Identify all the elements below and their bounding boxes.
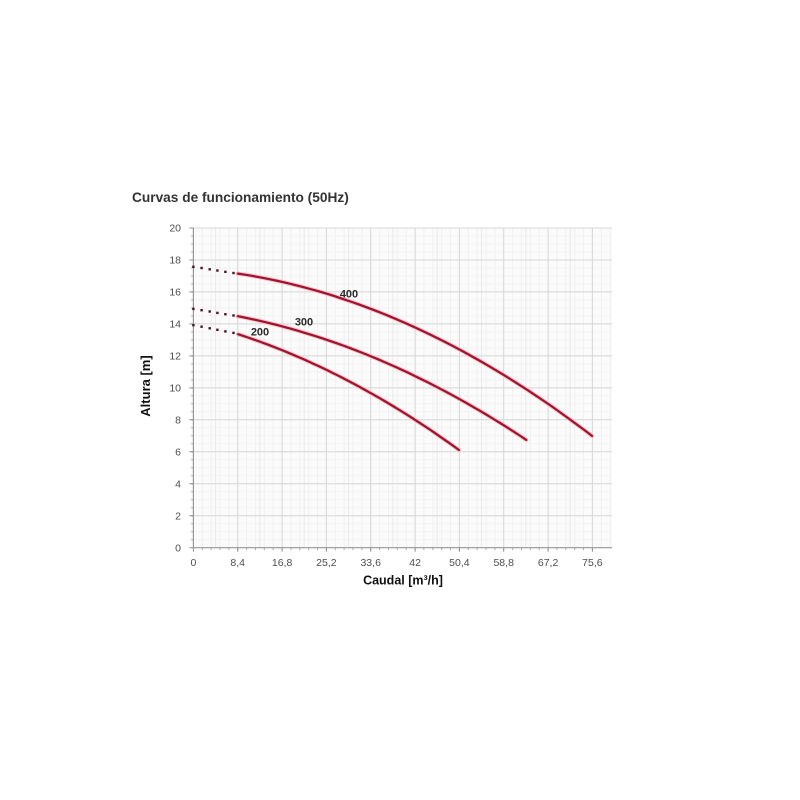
svg-text:8,4: 8,4 (230, 557, 245, 569)
svg-text:Altura [m]: Altura [m] (138, 355, 153, 416)
svg-text:0: 0 (175, 542, 181, 554)
svg-text:14: 14 (169, 319, 181, 331)
svg-text:300: 300 (295, 317, 313, 329)
svg-text:Curvas de funcionamiento (50Hz: Curvas de funcionamiento (50Hz) (132, 190, 349, 205)
svg-text:4: 4 (175, 478, 181, 490)
svg-text:200: 200 (251, 327, 269, 339)
svg-text:12: 12 (169, 351, 181, 363)
svg-text:16: 16 (169, 287, 181, 299)
svg-text:6: 6 (175, 446, 181, 458)
svg-text:67,2: 67,2 (538, 557, 559, 569)
svg-text:2: 2 (175, 510, 181, 522)
svg-text:50,4: 50,4 (449, 557, 470, 569)
svg-text:8: 8 (175, 414, 181, 426)
svg-text:33,6: 33,6 (360, 557, 381, 569)
svg-text:18: 18 (169, 255, 181, 267)
svg-text:58,8: 58,8 (493, 557, 514, 569)
svg-text:20: 20 (169, 223, 181, 235)
svg-text:0: 0 (190, 557, 196, 569)
svg-text:400: 400 (340, 289, 358, 301)
svg-text:25,2: 25,2 (316, 557, 337, 569)
svg-text:10: 10 (169, 383, 181, 395)
svg-text:75,6: 75,6 (582, 557, 603, 569)
svg-text:42: 42 (409, 557, 421, 569)
svg-text:Caudal [m³/h]: Caudal [m³/h] (363, 574, 443, 588)
svg-text:16,8: 16,8 (272, 557, 293, 569)
